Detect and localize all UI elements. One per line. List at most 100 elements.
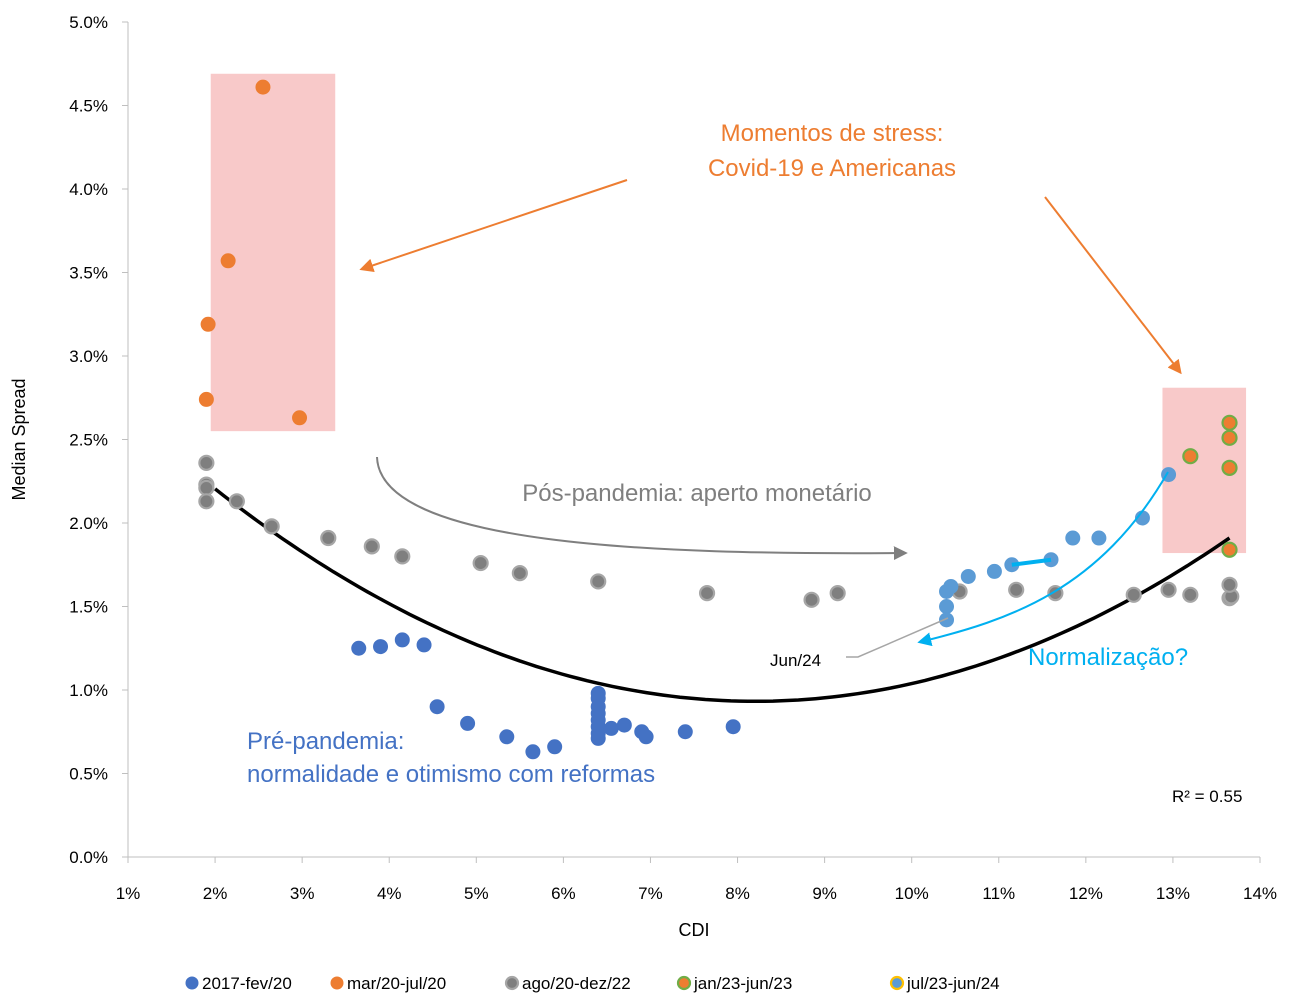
- legend-marker: [504, 975, 520, 991]
- legend-item: jan/23-jun/23: [676, 974, 792, 993]
- data-point: [198, 493, 215, 510]
- data-point: [363, 538, 380, 555]
- legend-item: jul/23-jun/24: [889, 974, 1000, 993]
- data-point: [292, 410, 308, 426]
- y-tick-label: 5.0%: [69, 13, 108, 32]
- stress-arrow-left: [359, 179, 628, 273]
- y-tick-label: 2.0%: [69, 514, 108, 533]
- data-point: [960, 568, 976, 584]
- x-tick-label: 9%: [812, 884, 837, 903]
- data-point: [803, 591, 820, 608]
- legend-label: jul/23-jun/24: [906, 974, 1000, 993]
- data-point: [547, 739, 563, 755]
- jun24-label: Jun/24: [770, 651, 821, 670]
- data-point: [986, 563, 1002, 579]
- post-pandemic-arrow: [376, 456, 908, 561]
- data-point: [373, 639, 389, 655]
- y-tick-label: 1.5%: [69, 598, 108, 617]
- data-point: [1065, 530, 1081, 546]
- data-point: [1091, 530, 1107, 546]
- legend-label: mar/20-jul/20: [347, 974, 446, 993]
- highlight-box-1: [210, 73, 336, 432]
- pre-pandemic-annotation-line-2: normalidade e otimismo com reformas: [247, 761, 655, 788]
- data-point: [1008, 581, 1025, 598]
- y-tick-label: 4.0%: [69, 180, 108, 199]
- x-tick-label: 2%: [203, 884, 228, 903]
- legend-label: 2017-fev/20: [202, 974, 292, 993]
- data-point: [263, 518, 280, 535]
- data-point: [1182, 448, 1199, 465]
- data-point: [472, 554, 489, 572]
- data-point: [1160, 581, 1177, 598]
- annotation-texts: R² = 0.55 Momentos de stress: Covid-19 e A…: [247, 120, 1242, 806]
- chart-axes: 0.0% 0.5% 1.0% 1.5% 2.0% 2.5% 3.0% 3.5% 4.0% 4.5%…: [9, 13, 1277, 940]
- data-point: [499, 729, 515, 745]
- data-point: [1221, 541, 1238, 558]
- data-point: [1221, 414, 1238, 431]
- jun24-leader-line: [846, 617, 949, 658]
- data-point: [394, 548, 411, 565]
- data-point: [1182, 586, 1199, 603]
- x-tick-label: 13%: [1156, 884, 1190, 903]
- data-point: [638, 729, 654, 745]
- data-point: [394, 632, 410, 648]
- y-axis-label: Median Spread: [9, 378, 29, 500]
- data-point: [829, 585, 846, 602]
- data-point: [939, 583, 955, 599]
- data-point: [460, 715, 476, 731]
- data-point: [255, 79, 271, 95]
- normalization-arrow: [917, 471, 1169, 647]
- y-tick-label: 4.5%: [69, 97, 108, 116]
- y-tick-label: 0.0%: [69, 848, 108, 867]
- stress-annotation-line-2: Covid-19 e Americanas: [708, 155, 956, 182]
- data-point: [1221, 429, 1238, 446]
- data-point: [200, 316, 216, 332]
- x-tick-label: 14%: [1243, 884, 1277, 903]
- data-point: [603, 720, 619, 736]
- data-point: [1221, 576, 1238, 593]
- legend-marker: [185, 976, 199, 990]
- data-point: [939, 612, 955, 628]
- data-points: [198, 79, 1240, 760]
- trendline: [214, 487, 1231, 704]
- bold-segment-line: [1011, 557, 1052, 567]
- x-tick-label: 8%: [725, 884, 750, 903]
- data-point: [1125, 586, 1142, 603]
- x-tick-label: 1%: [116, 884, 141, 903]
- data-point: [698, 585, 716, 602]
- x-tick-label: 11%: [982, 884, 1015, 903]
- pre-pandemic-annotation-line-1: Pré-pandemia:: [247, 728, 404, 755]
- data-point: [616, 717, 632, 733]
- normalization-annotation: Normalização?: [1028, 644, 1188, 671]
- r-squared-label: R² = 0.55: [1172, 787, 1242, 806]
- y-tick-label: 3.0%: [69, 347, 108, 366]
- x-tick-label: 12%: [1069, 884, 1103, 903]
- data-point: [677, 724, 693, 740]
- y-tick-label: 1.0%: [69, 681, 108, 700]
- legend-marker: [889, 975, 905, 991]
- trendline-group: [214, 487, 1231, 704]
- data-point: [939, 599, 955, 614]
- data-point: [198, 479, 215, 497]
- stress-arrow-right: [1044, 196, 1182, 375]
- y-tick-label: 3.5%: [69, 264, 108, 283]
- x-tick-label: 3%: [290, 884, 315, 903]
- legend-item: ago/20-dez/22: [504, 974, 631, 993]
- data-point: [416, 637, 432, 653]
- data-point: [511, 564, 528, 582]
- y-tick-label: 0.5%: [69, 765, 108, 784]
- x-tick-label: 10%: [895, 884, 929, 903]
- data-point: [429, 699, 445, 715]
- post-pandemic-annotation: Pós-pandemia: aperto monetário: [522, 480, 872, 507]
- annotation-arrows: [359, 179, 1182, 658]
- legend-label: jan/23-jun/23: [693, 974, 792, 993]
- data-point: [725, 719, 741, 735]
- data-point: [198, 454, 215, 471]
- legend-label: ago/20-dez/22: [522, 974, 631, 993]
- data-point: [198, 391, 214, 407]
- data-point: [351, 640, 367, 656]
- legend-marker: [676, 975, 692, 991]
- legend-marker: [330, 976, 344, 990]
- y-tick-label: 2.5%: [69, 431, 108, 450]
